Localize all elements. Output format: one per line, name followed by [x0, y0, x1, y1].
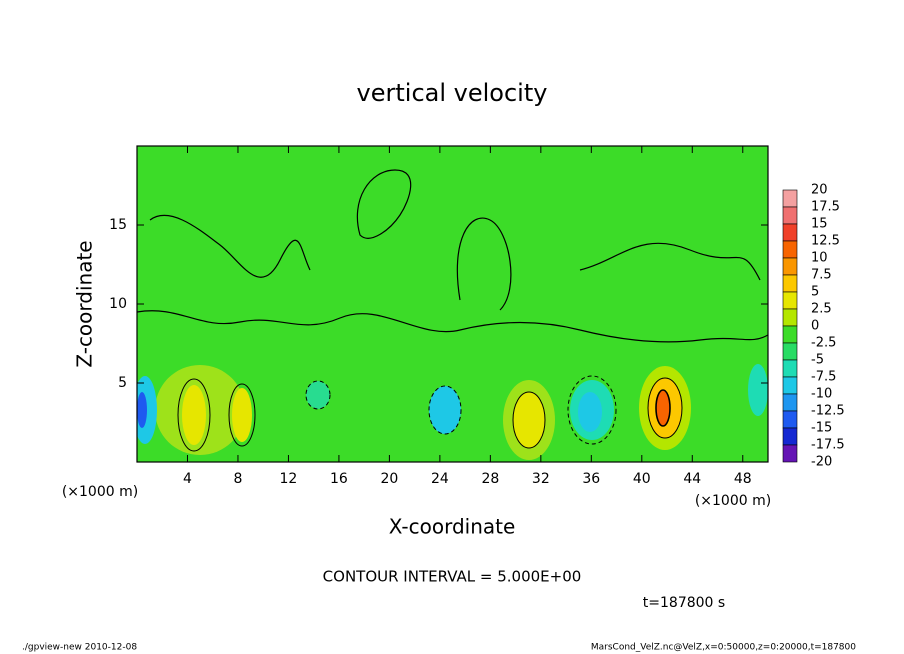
colorbar-label: -15 [811, 421, 832, 436]
x-unit-label: (×1000 m) [62, 484, 138, 500]
colorbar-segment [782, 342, 798, 361]
colorbar-segment [782, 206, 798, 225]
colorbar-label: -2.5 [811, 336, 836, 351]
y-tick-label: 15 [109, 217, 127, 233]
colorbar-label: 17.5 [811, 200, 840, 215]
x-unit-label: (×1000 m) [695, 493, 771, 509]
colorbar-label: 15 [811, 217, 828, 232]
y-tick-label: 5 [118, 375, 127, 391]
contour-interval: CONTOUR INTERVAL = 5.000E+00 [323, 568, 582, 586]
y-axis-label: Z-coordinate [73, 240, 97, 367]
colorbar-segment [782, 410, 798, 429]
x-tick-label: 16 [330, 471, 348, 487]
footer-right: MarsCond_VelZ.nc@VelZ,x=0:50000,z=0:2000… [591, 643, 856, 653]
colorbar-segment [782, 189, 798, 208]
colorbar-label: 10 [811, 251, 828, 266]
colorbar-segment [782, 223, 798, 242]
colorbar-segment [782, 359, 798, 378]
x-tick-label: 48 [734, 471, 752, 487]
colorbar-segment [782, 376, 798, 395]
chart-title: vertical velocity [357, 79, 548, 107]
colorbar-segment [782, 274, 798, 293]
x-tick-label: 28 [481, 471, 499, 487]
colorbar-label: -12.5 [811, 404, 845, 419]
colorbar-segment [782, 444, 798, 463]
colorbar-label: 5 [811, 285, 819, 300]
x-tick-label: 40 [633, 471, 651, 487]
contour-field [137, 146, 768, 462]
colorbar-label: -7.5 [811, 370, 836, 385]
x-tick-label: 24 [431, 471, 449, 487]
colorbar-segment [782, 427, 798, 446]
time-label: t=187800 s [643, 595, 725, 611]
colorbar-label: -10 [811, 387, 832, 402]
colorbar-segment [782, 393, 798, 412]
x-tick-label: 12 [280, 471, 298, 487]
footer-left: ./gpview-new 2010-12-08 [22, 643, 137, 653]
x-tick-label: 32 [532, 471, 550, 487]
x-tick-label: 44 [683, 471, 701, 487]
colorbar-label: 2.5 [811, 302, 832, 317]
x-axis-label: X-coordinate [389, 515, 516, 539]
colorbar-segment [782, 240, 798, 259]
x-tick-label: 8 [233, 471, 242, 487]
x-tick-label: 36 [582, 471, 600, 487]
colorbar-label: 7.5 [811, 268, 832, 283]
colorbar-label: -17.5 [811, 438, 845, 453]
colorbar-segment [782, 291, 798, 310]
colorbar-label: 0 [811, 319, 819, 334]
colorbar-segment [782, 257, 798, 276]
x-tick-label: 20 [380, 471, 398, 487]
colorbar-label: -20 [811, 455, 832, 470]
x-tick-label: 4 [183, 471, 192, 487]
y-tick-label: 10 [109, 296, 127, 312]
colorbar-segment [782, 325, 798, 344]
colorbar-segment [782, 308, 798, 327]
colorbar-label: 12.5 [811, 234, 840, 249]
colorbar-label: 20 [811, 183, 828, 198]
colorbar-label: -5 [811, 353, 824, 368]
